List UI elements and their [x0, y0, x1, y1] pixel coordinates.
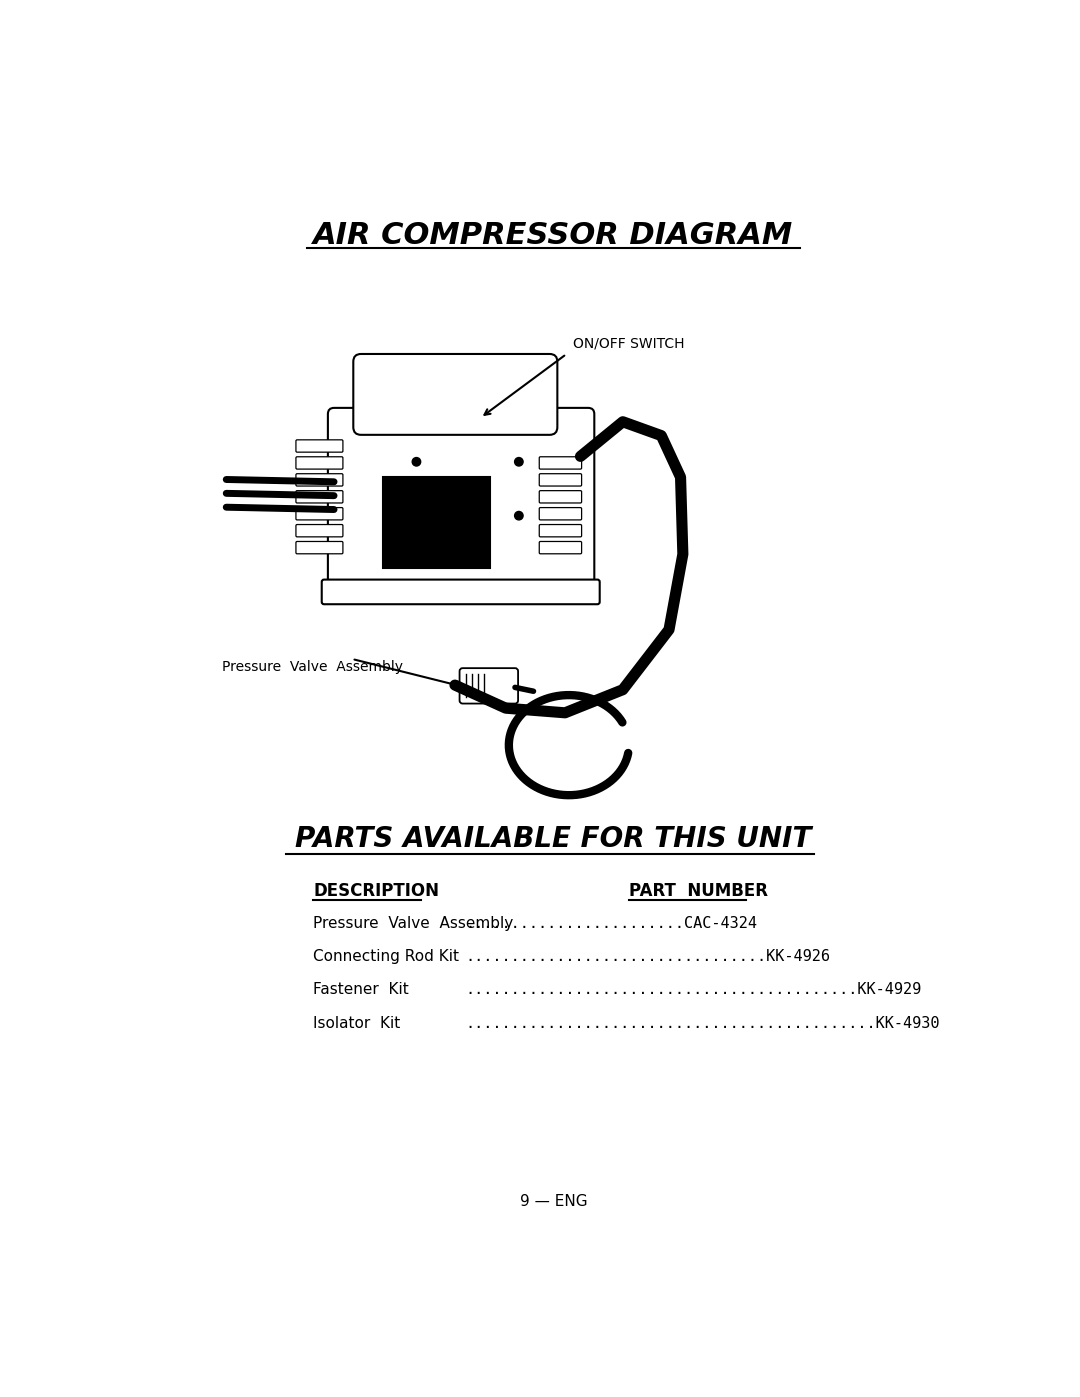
- Text: AIR COMPRESSOR DIAGRAM: AIR COMPRESSOR DIAGRAM: [313, 221, 794, 250]
- FancyBboxPatch shape: [539, 474, 582, 486]
- Text: ON/OFF SWITCH: ON/OFF SWITCH: [572, 337, 685, 351]
- FancyBboxPatch shape: [296, 542, 343, 553]
- Text: .................................KK-4926: .................................KK-4926: [465, 950, 831, 964]
- Bar: [382, 478, 490, 569]
- FancyBboxPatch shape: [539, 457, 582, 469]
- Text: .............................................KK-4930: ........................................…: [465, 1016, 941, 1031]
- FancyBboxPatch shape: [296, 524, 343, 536]
- Text: DESCRIPTION: DESCRIPTION: [313, 883, 440, 901]
- Text: ........................CAC-4324: ........................CAC-4324: [465, 916, 758, 932]
- Circle shape: [413, 511, 421, 520]
- FancyBboxPatch shape: [296, 457, 343, 469]
- Text: PART  NUMBER: PART NUMBER: [629, 883, 768, 901]
- FancyBboxPatch shape: [539, 507, 582, 520]
- Circle shape: [413, 458, 421, 467]
- FancyBboxPatch shape: [353, 353, 557, 434]
- Circle shape: [514, 458, 523, 467]
- FancyBboxPatch shape: [328, 408, 594, 590]
- FancyBboxPatch shape: [460, 668, 518, 704]
- Text: Pressure  Valve  Assembly: Pressure Valve Assembly: [313, 916, 513, 932]
- FancyBboxPatch shape: [296, 440, 343, 453]
- Text: Connecting Rod Kit: Connecting Rod Kit: [313, 950, 459, 964]
- FancyBboxPatch shape: [539, 542, 582, 553]
- FancyBboxPatch shape: [322, 580, 599, 605]
- Circle shape: [514, 511, 523, 520]
- Text: Fastener  Kit: Fastener Kit: [313, 982, 409, 997]
- Text: Isolator  Kit: Isolator Kit: [313, 1016, 401, 1031]
- Text: PARTS AVAILABLE FOR THIS UNIT: PARTS AVAILABLE FOR THIS UNIT: [295, 826, 812, 854]
- FancyBboxPatch shape: [296, 474, 343, 486]
- FancyBboxPatch shape: [296, 490, 343, 503]
- Text: ...........................................KK-4929: ........................................…: [465, 982, 922, 997]
- FancyBboxPatch shape: [539, 524, 582, 536]
- Text: 9 — ENG: 9 — ENG: [519, 1194, 588, 1210]
- FancyBboxPatch shape: [539, 490, 582, 503]
- Text: Pressure  Valve  Assembly: Pressure Valve Assembly: [222, 659, 404, 673]
- FancyBboxPatch shape: [296, 507, 343, 520]
